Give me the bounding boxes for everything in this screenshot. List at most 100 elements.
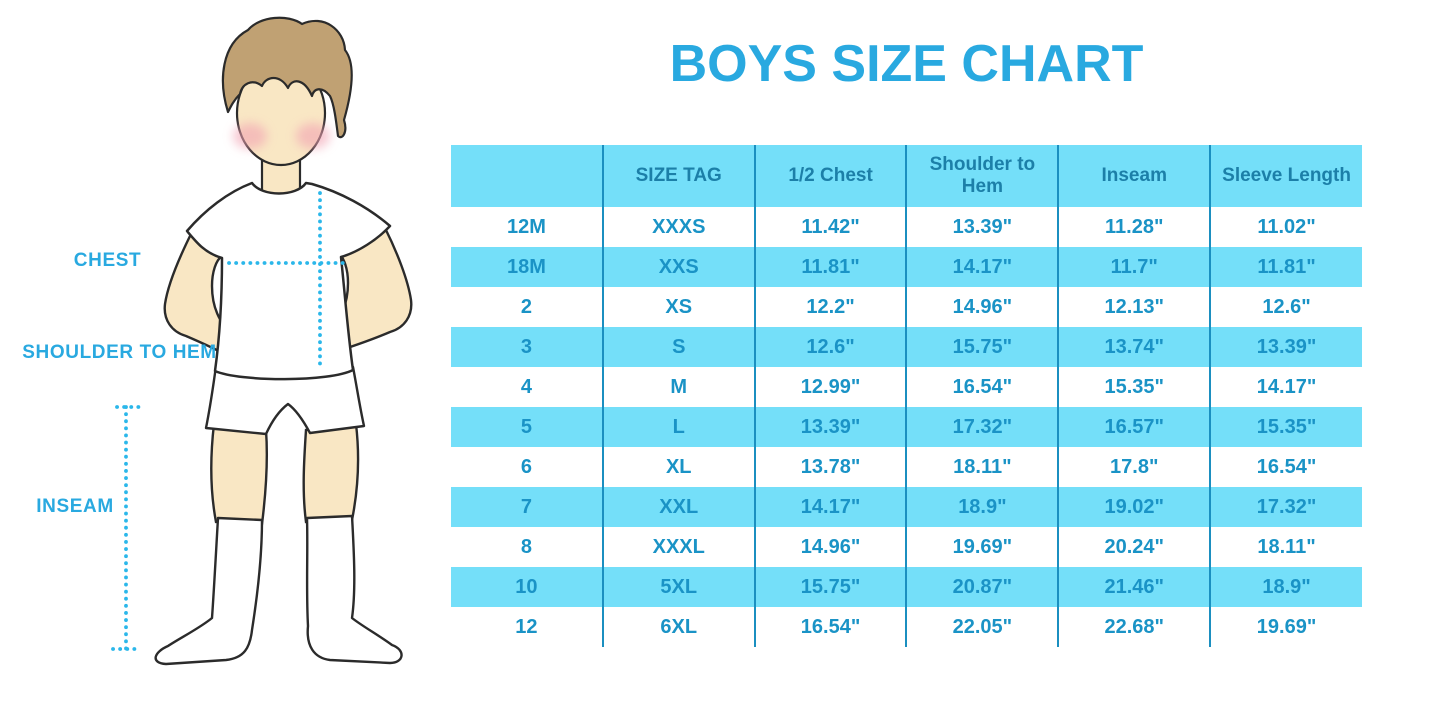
table-cell: 14.17" (753, 487, 907, 527)
table-row: 5 L 13.39" 17.32" 16.57" 15.35" (451, 407, 1362, 447)
table-cell: 18.11" (1209, 527, 1362, 567)
table-cell: 18.11" (905, 447, 1059, 487)
right-cheek (296, 123, 330, 149)
table-cell: 11.7" (1057, 247, 1211, 287)
table-cell: 16.54" (1209, 447, 1362, 487)
size-table-body: 12M XXXS 11.42" 13.39" 11.28" 11.02" 18M XXS 11.… (451, 207, 1362, 647)
table-row: 3 S 12.6" 15.75" 13.74" 13.39" (451, 327, 1362, 367)
table-cell: 14.17" (905, 247, 1059, 287)
column-header-inseam: Inseam (1057, 145, 1211, 207)
table-cell: 16.54" (753, 607, 907, 647)
table-cell: XXS (601, 247, 755, 287)
table-row: 6 XL 13.78" 18.11" 17.8" 16.54" (451, 447, 1362, 487)
row-size-label: 5 (520, 415, 532, 438)
table-cell: 12.6" (753, 327, 907, 367)
t-shirt (185, 181, 392, 381)
table-cell: XS (601, 287, 755, 327)
table-cell: 19.02" (1057, 487, 1211, 527)
hair (221, 16, 353, 139)
table-cell: 16.54" (905, 367, 1059, 407)
table-cell: 13.39" (905, 207, 1059, 247)
right-sock (305, 514, 403, 665)
table-cell: 18.9" (1209, 567, 1362, 607)
table-row: 12M XXXS 11.42" 13.39" 11.28" 11.02" (451, 207, 1362, 247)
row-size-label: 3 (520, 335, 532, 358)
table-row: 8 XXXL 14.96" 19.69" 20.24" 18.11" (451, 527, 1362, 567)
row-size-label: 6 (520, 455, 532, 478)
table-cell: XXXS (601, 207, 755, 247)
table-cell: S (601, 327, 755, 367)
left-cheek (233, 123, 267, 149)
table-cell: 12.13" (1057, 287, 1211, 327)
table-cell: 11.42" (753, 207, 907, 247)
table-cell: XXL (601, 487, 755, 527)
table-cell: 14.96" (905, 287, 1059, 327)
table-cell: 17.8" (1057, 447, 1211, 487)
table-cell: 11.02" (1209, 207, 1362, 247)
row-size-label: 4 (520, 375, 532, 398)
table-cell: 11.28" (1057, 207, 1211, 247)
row-size-label: 7 (520, 495, 532, 518)
row-size-label: 18M (506, 255, 546, 278)
left-sock (154, 516, 264, 666)
table-cell: 13.78" (753, 447, 907, 487)
right-leg (302, 422, 360, 524)
table-cell: 20.24" (1057, 527, 1211, 567)
boy-illustration (111, 16, 413, 666)
row-size-label: 12 (515, 615, 538, 638)
column-header-shoulder-to-hem: Shoulder to Hem (905, 145, 1059, 207)
table-cell: 12.99" (753, 367, 907, 407)
table-cell: 11.81" (1209, 247, 1362, 287)
table-cell: L (601, 407, 755, 447)
table-cell: 16.57" (1057, 407, 1211, 447)
table-row: 12 6XL 16.54" 22.05" 22.68" 19.69" (451, 607, 1362, 647)
row-size-label: 8 (520, 535, 532, 558)
column-header-size (451, 145, 603, 207)
table-cell: XXXL (601, 527, 755, 567)
table-row: 4 M 12.99" 16.54" 15.35" 14.17" (451, 367, 1362, 407)
table-cell: 15.35" (1209, 407, 1362, 447)
table-row: 7 XXL 14.17" 18.9" 19.02" 17.32" (451, 487, 1362, 527)
size-table-head: SIZE TAG 1/2 Chest Shoulder to Hem Inseam Sl… (451, 145, 1362, 207)
table-cell: 14.96" (753, 527, 907, 567)
boy-measurement-figure: CHEST SHOULDER TO HEM INSEAM (0, 0, 450, 723)
table-cell: 17.32" (1209, 487, 1362, 527)
inseam-label: INSEAM (36, 496, 114, 517)
table-cell: XL (601, 447, 755, 487)
table-cell: 18.9" (905, 487, 1059, 527)
shorts (204, 364, 366, 436)
table-cell: 22.68" (1057, 607, 1211, 647)
table-row: 10 5XL 15.75" 20.87" 21.46" 18.9" (451, 567, 1362, 607)
table-cell: 22.05" (905, 607, 1059, 647)
table-cell: 11.81" (753, 247, 907, 287)
table-cell: 6XL (601, 607, 755, 647)
table-cell: 13.39" (1209, 327, 1362, 367)
row-size-label: 2 (520, 295, 532, 318)
table-cell: 14.17" (1209, 367, 1362, 407)
table-cell: 19.69" (905, 527, 1059, 567)
table-row: 2 XS 12.2" 14.96" 12.13" 12.6" (451, 287, 1362, 327)
column-header-1-2-chest: 1/2 Chest (753, 145, 907, 207)
table-cell: 15.75" (753, 567, 907, 607)
shoulder-to-hem-label: SHOULDER TO HEM (22, 342, 217, 363)
table-cell: 15.75" (905, 327, 1059, 367)
page-title: BOYS SIZE CHART (669, 35, 1144, 93)
table-cell: 12.2" (753, 287, 907, 327)
table-cell: 5XL (601, 567, 755, 607)
table-cell: 19.69" (1209, 607, 1362, 647)
table-cell: 13.39" (753, 407, 907, 447)
table-cell: 15.35" (1057, 367, 1211, 407)
table-cell: 12.6" (1209, 287, 1362, 327)
table-cell: 20.87" (905, 567, 1059, 607)
table-cell: 21.46" (1057, 567, 1211, 607)
left-leg (210, 422, 268, 526)
table-row: 18M XXS 11.81" 14.17" 11.7" 11.81" (451, 247, 1362, 287)
column-header-sleeve-length: Sleeve Length (1209, 145, 1362, 207)
table-cell: 13.74" (1057, 327, 1211, 367)
left-arm (163, 230, 235, 358)
table-header-row: SIZE TAG 1/2 Chest Shoulder to Hem Inseam Sl… (451, 145, 1362, 207)
table-cell: M (601, 367, 755, 407)
row-size-label: 12M (506, 215, 546, 238)
table-cell: 17.32" (905, 407, 1059, 447)
